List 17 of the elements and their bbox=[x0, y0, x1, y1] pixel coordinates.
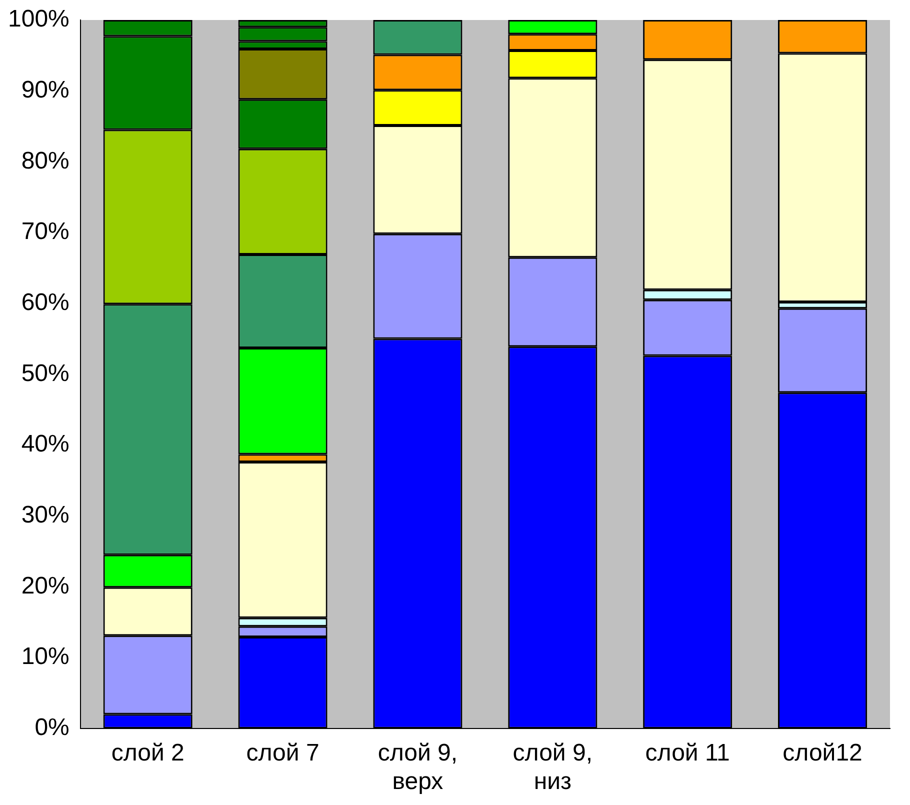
x-tick-label: слой 7 bbox=[246, 739, 320, 766]
x-tick-label: слой 11 bbox=[645, 739, 730, 766]
x-tick-label: слой 9, верх bbox=[378, 739, 458, 796]
x-tick-label: слой12 bbox=[782, 739, 862, 766]
y-tick-label: 50% bbox=[21, 360, 70, 387]
y-tick-label: 30% bbox=[21, 502, 70, 529]
y-tick-label: 80% bbox=[21, 147, 70, 174]
y-tick-label: 40% bbox=[21, 430, 70, 458]
y-tick-label: 0% bbox=[34, 714, 70, 742]
y-tick-label: 90% bbox=[21, 76, 70, 104]
y-tick-label: 100% bbox=[8, 6, 70, 33]
x-tick-label: слой 2 bbox=[111, 739, 184, 766]
x-tick-label: слой 9, низ bbox=[512, 739, 593, 796]
y-tick-label: 60% bbox=[21, 288, 70, 316]
y-tick-label: 10% bbox=[21, 643, 70, 670]
y-tick-label: 20% bbox=[21, 572, 70, 600]
y-tick-label: 70% bbox=[21, 218, 70, 246]
